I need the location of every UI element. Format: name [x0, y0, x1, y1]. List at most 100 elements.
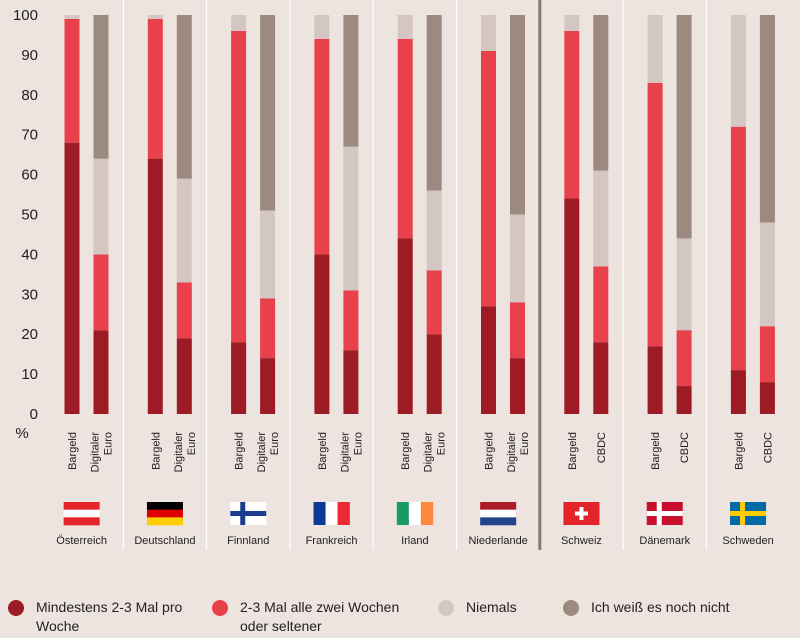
category-label: Bargeld — [484, 432, 496, 470]
y-tick-label: 80 — [21, 87, 38, 104]
flag — [574, 511, 588, 516]
bar-segment — [564, 198, 580, 414]
flag — [420, 502, 434, 525]
group-label: Schweiz — [561, 535, 602, 547]
group-label: Dänemark — [639, 535, 690, 547]
y-tick-label: 60 — [21, 167, 38, 184]
bar-segment — [426, 270, 442, 335]
bar-segment — [147, 158, 163, 414]
category-label: CBDC — [762, 432, 774, 463]
bar-segment — [593, 15, 609, 171]
bar-segment — [759, 222, 775, 327]
group-label: Deutschland — [134, 535, 195, 547]
category-label: Bargeld — [733, 432, 745, 470]
group-label: Frankreich — [306, 535, 358, 547]
category-label: DigitalerEuro — [173, 432, 198, 473]
group-label: Schweden — [722, 535, 773, 547]
category-label: Bargeld — [400, 432, 412, 470]
bar-segment — [647, 346, 663, 414]
category-label: Bargeld — [234, 432, 246, 470]
bar-segment — [676, 330, 692, 387]
group-label: Finnland — [227, 535, 269, 547]
bar-segment — [593, 266, 609, 343]
category-label: Bargeld — [67, 432, 79, 470]
legend-item: Niemals — [438, 598, 548, 617]
y-tick-label: 30 — [21, 286, 38, 303]
y-axis-label: % — [15, 425, 28, 442]
bar-segment — [64, 15, 80, 19]
category-label: DigitalerEuro — [90, 432, 115, 473]
bar-segment — [314, 38, 330, 255]
bar-segment — [564, 15, 580, 31]
flag — [313, 502, 326, 525]
bar-segment — [343, 290, 359, 351]
bar-segment — [647, 15, 663, 83]
bar-segment — [564, 30, 580, 199]
bar-segment — [593, 342, 609, 414]
category-label: CBDC — [679, 432, 691, 463]
bar-segment — [260, 210, 276, 299]
group-label: Irland — [401, 535, 429, 547]
bar-segment — [314, 254, 330, 414]
bar-segment — [676, 238, 692, 331]
flag — [63, 502, 100, 510]
legend-swatch — [212, 600, 228, 616]
category-label: DigitalerEuro — [339, 432, 364, 473]
flag — [480, 517, 517, 526]
bar-segment — [397, 238, 413, 414]
flag — [480, 502, 517, 510]
category-label: DigitalerEuro — [256, 432, 281, 473]
legend-label: Mindestens 2-3 Mal pro Woche — [36, 599, 183, 634]
bar-segment — [93, 254, 109, 331]
group-label: Österreich — [56, 535, 107, 547]
bar-segment — [231, 30, 247, 343]
y-tick-label: 10 — [21, 366, 38, 383]
bar-segment — [176, 338, 192, 414]
bar-segment — [426, 190, 442, 271]
category-label: DigitalerEuro — [423, 432, 448, 473]
legend-item: Mindestens 2-3 Mal pro Woche — [8, 598, 183, 636]
y-tick-label: 20 — [21, 326, 38, 343]
bar-segment — [176, 178, 192, 283]
bar-segment — [759, 382, 775, 414]
chart: % 0 10 20 30 40 50 60 70 80 90 100 Bargeld Digitaler… — [13, 0, 775, 550]
y-tick-label: 90 — [21, 47, 38, 64]
bar-segment — [730, 370, 746, 414]
flag — [146, 517, 183, 526]
bar-segment — [481, 15, 496, 51]
legend-swatch — [563, 600, 579, 616]
bar-segment — [260, 298, 276, 359]
legend-label: Niemals — [466, 599, 517, 615]
bar-segment — [64, 18, 80, 143]
flag — [646, 511, 683, 516]
bar-segment — [343, 350, 359, 414]
bar-segment — [426, 334, 442, 414]
flag — [63, 517, 100, 526]
legend-label: 2-3 Mal alle zwei Wochen oder seltener — [240, 599, 400, 634]
bar-segment — [730, 15, 746, 127]
bar-segment — [481, 50, 496, 307]
y-tick-label: 100 — [13, 7, 38, 24]
bar-segment — [147, 18, 163, 159]
category-label: Bargeld — [650, 432, 662, 470]
flag — [63, 509, 100, 518]
bar-segment — [510, 214, 525, 303]
bar-segment — [93, 158, 109, 255]
bar-segment — [176, 282, 192, 339]
flag — [325, 502, 338, 525]
flag — [146, 509, 183, 518]
bar-segment — [314, 15, 330, 39]
bar-segment — [147, 15, 163, 19]
bar-segment — [510, 15, 525, 215]
bar-segment — [93, 330, 109, 414]
flag — [730, 511, 767, 516]
y-tick-label: 50 — [21, 207, 38, 224]
bar-segment — [231, 15, 247, 31]
bar-segment — [343, 15, 359, 147]
bar-segment — [730, 126, 746, 371]
flag — [396, 502, 410, 525]
category-label: Bargeld — [317, 432, 329, 470]
y-tick-label: 40 — [21, 246, 38, 263]
y-tick-label: 0 — [30, 406, 38, 423]
